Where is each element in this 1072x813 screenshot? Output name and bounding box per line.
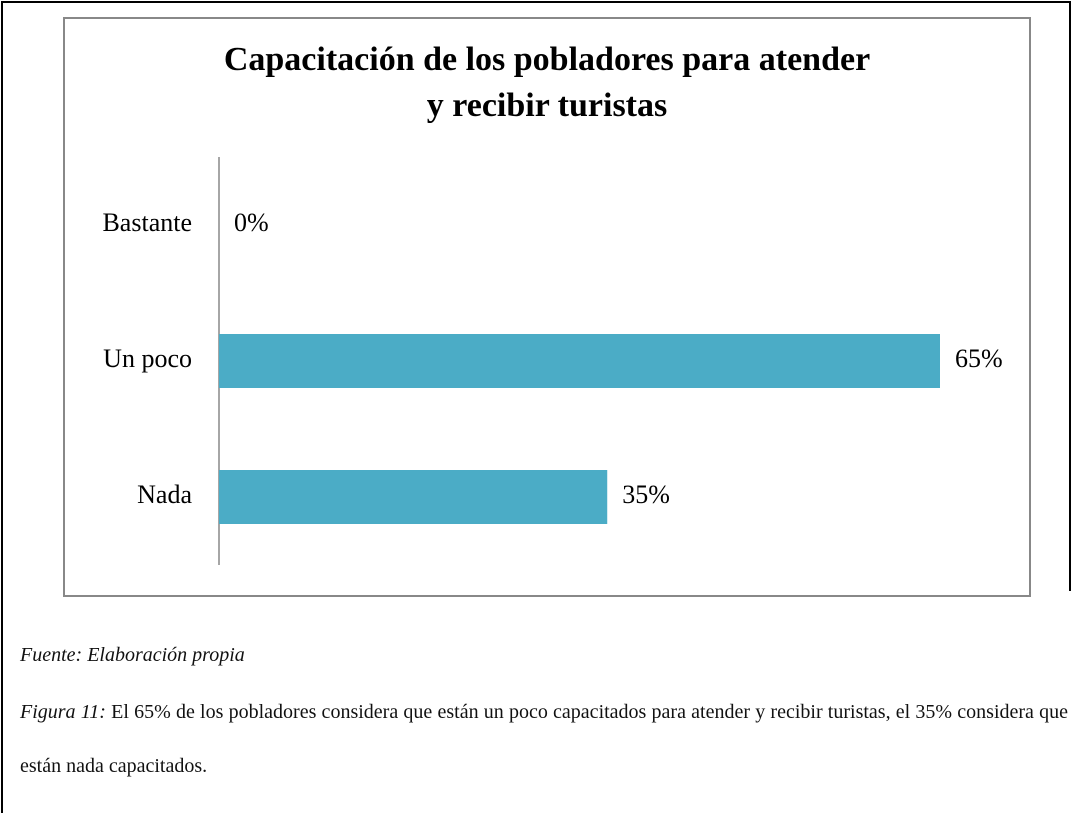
chart: Capacitación de los pobladores para aten… xyxy=(63,17,1031,597)
bar xyxy=(219,334,940,388)
bar xyxy=(219,470,608,524)
page-border xyxy=(1,1,3,813)
y-tick-label: Nada xyxy=(137,480,192,509)
source-note: Fuente: Elaboración propia xyxy=(20,644,245,666)
data-label: 0% xyxy=(234,208,269,237)
page-border xyxy=(1,1,1071,3)
y-tick-label: Un poco xyxy=(103,344,192,373)
caption-text: El 65% de los pobladores considera que e… xyxy=(20,701,1068,777)
chart-title: Capacitación de los pobladores para aten… xyxy=(224,41,870,124)
caption-label: Figura 11: xyxy=(20,701,106,723)
data-label: 65% xyxy=(955,344,1003,373)
page-border xyxy=(1069,1,1071,591)
figure-caption: Figura 11: El 65% de los pobladores cons… xyxy=(20,685,1068,793)
y-tick-label: Bastante xyxy=(102,208,192,237)
data-label: 35% xyxy=(622,480,670,509)
